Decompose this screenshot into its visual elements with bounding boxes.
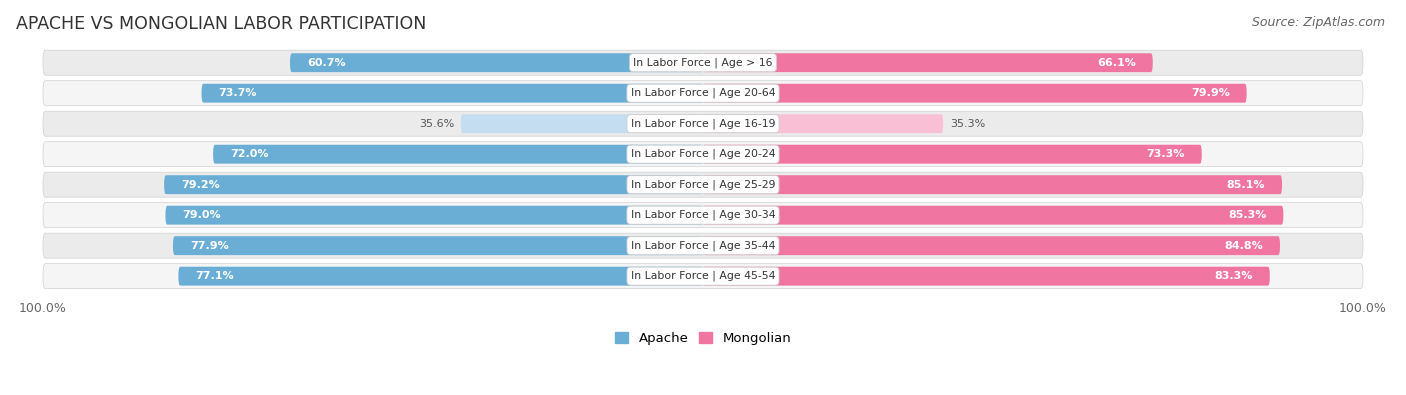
FancyBboxPatch shape bbox=[703, 145, 1202, 164]
FancyBboxPatch shape bbox=[165, 175, 703, 194]
Text: 79.2%: 79.2% bbox=[181, 180, 219, 190]
Text: 60.7%: 60.7% bbox=[307, 58, 346, 68]
FancyBboxPatch shape bbox=[201, 84, 703, 103]
Text: 77.9%: 77.9% bbox=[190, 241, 229, 251]
FancyBboxPatch shape bbox=[290, 53, 703, 72]
FancyBboxPatch shape bbox=[214, 145, 703, 164]
Text: 73.7%: 73.7% bbox=[218, 88, 257, 98]
FancyBboxPatch shape bbox=[44, 142, 1362, 167]
FancyBboxPatch shape bbox=[179, 267, 703, 286]
Text: 79.0%: 79.0% bbox=[183, 210, 221, 220]
Text: 72.0%: 72.0% bbox=[231, 149, 269, 159]
Text: 85.3%: 85.3% bbox=[1227, 210, 1267, 220]
Text: 84.8%: 84.8% bbox=[1225, 241, 1263, 251]
FancyBboxPatch shape bbox=[44, 111, 1362, 136]
FancyBboxPatch shape bbox=[703, 84, 1247, 103]
Text: APACHE VS MONGOLIAN LABOR PARTICIPATION: APACHE VS MONGOLIAN LABOR PARTICIPATION bbox=[15, 15, 426, 33]
FancyBboxPatch shape bbox=[44, 263, 1362, 289]
Text: 77.1%: 77.1% bbox=[195, 271, 233, 281]
FancyBboxPatch shape bbox=[703, 267, 1270, 286]
FancyBboxPatch shape bbox=[44, 50, 1362, 75]
Text: In Labor Force | Age > 16: In Labor Force | Age > 16 bbox=[633, 57, 773, 68]
FancyBboxPatch shape bbox=[44, 203, 1362, 228]
FancyBboxPatch shape bbox=[166, 206, 703, 225]
Text: In Labor Force | Age 45-54: In Labor Force | Age 45-54 bbox=[631, 271, 775, 281]
FancyBboxPatch shape bbox=[461, 114, 703, 133]
Text: In Labor Force | Age 20-64: In Labor Force | Age 20-64 bbox=[631, 88, 775, 98]
Legend: Apache, Mongolian: Apache, Mongolian bbox=[614, 332, 792, 345]
FancyBboxPatch shape bbox=[703, 175, 1282, 194]
FancyBboxPatch shape bbox=[44, 233, 1362, 258]
Text: In Labor Force | Age 20-24: In Labor Force | Age 20-24 bbox=[631, 149, 775, 160]
Text: 66.1%: 66.1% bbox=[1097, 58, 1136, 68]
FancyBboxPatch shape bbox=[173, 236, 703, 255]
Text: 35.3%: 35.3% bbox=[950, 118, 986, 129]
Text: 85.1%: 85.1% bbox=[1226, 180, 1265, 190]
FancyBboxPatch shape bbox=[703, 236, 1279, 255]
FancyBboxPatch shape bbox=[703, 114, 943, 133]
Text: 73.3%: 73.3% bbox=[1146, 149, 1185, 159]
Text: In Labor Force | Age 35-44: In Labor Force | Age 35-44 bbox=[631, 241, 775, 251]
Text: In Labor Force | Age 25-29: In Labor Force | Age 25-29 bbox=[631, 179, 775, 190]
FancyBboxPatch shape bbox=[44, 172, 1362, 197]
Text: 35.6%: 35.6% bbox=[419, 118, 454, 129]
FancyBboxPatch shape bbox=[703, 206, 1284, 225]
FancyBboxPatch shape bbox=[44, 81, 1362, 106]
Text: 79.9%: 79.9% bbox=[1191, 88, 1230, 98]
Text: In Labor Force | Age 30-34: In Labor Force | Age 30-34 bbox=[631, 210, 775, 220]
Text: Source: ZipAtlas.com: Source: ZipAtlas.com bbox=[1251, 16, 1385, 29]
Text: In Labor Force | Age 16-19: In Labor Force | Age 16-19 bbox=[631, 118, 775, 129]
Text: 83.3%: 83.3% bbox=[1215, 271, 1253, 281]
FancyBboxPatch shape bbox=[703, 53, 1153, 72]
